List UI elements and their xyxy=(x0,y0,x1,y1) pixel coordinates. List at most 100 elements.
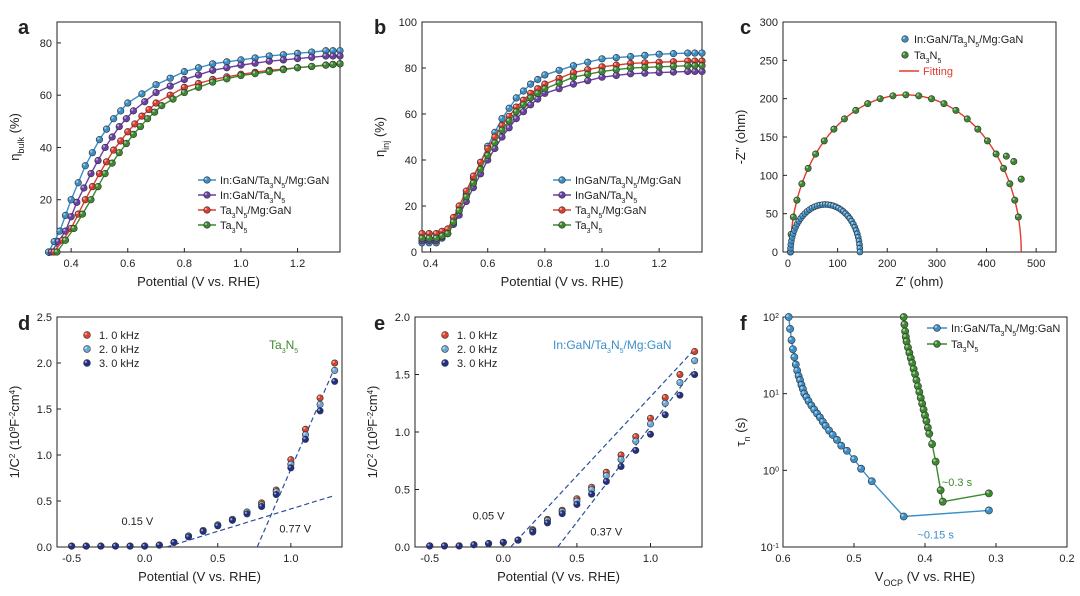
point-highlight xyxy=(535,77,538,80)
point-highlight xyxy=(642,70,645,74)
x-tick-label: 500 xyxy=(1027,258,1045,270)
point-highlight xyxy=(559,192,562,195)
plot-frame xyxy=(56,316,343,548)
point-highlight xyxy=(699,50,702,54)
point-highlight xyxy=(84,360,87,363)
point-highlight xyxy=(904,338,907,342)
point-highlight xyxy=(426,231,430,234)
data-point xyxy=(505,124,513,132)
point-highlight xyxy=(54,249,58,252)
point-highlight xyxy=(124,116,127,119)
point-highlight xyxy=(95,184,99,187)
point-highlight xyxy=(442,346,445,349)
point-highlight xyxy=(499,127,502,131)
point-highlight xyxy=(486,541,489,544)
point-highlight xyxy=(530,529,533,533)
point-highlight xyxy=(439,233,442,236)
data-point xyxy=(97,542,105,550)
point-highlight xyxy=(916,389,920,393)
point-highlight xyxy=(433,231,437,234)
data-point xyxy=(933,340,941,348)
data-point xyxy=(141,542,149,550)
point-highlight xyxy=(656,59,660,63)
point-highlight xyxy=(492,134,495,137)
point-highlight xyxy=(831,203,834,206)
data-point xyxy=(279,56,288,64)
data-point xyxy=(512,108,520,116)
point-highlight xyxy=(798,382,802,385)
point-highlight xyxy=(847,216,850,219)
point-highlight xyxy=(685,50,688,54)
legend-label: Ta3N5/Mg:GaN xyxy=(575,205,646,220)
point-highlight xyxy=(528,95,531,98)
data-point xyxy=(122,139,130,148)
data-point xyxy=(70,224,78,233)
data-point xyxy=(279,66,288,74)
y-tick-label: 2.0 xyxy=(395,312,410,324)
data-point xyxy=(441,331,449,339)
point-highlight xyxy=(90,150,93,153)
x-tick-label: 0.4 xyxy=(917,553,932,565)
point-highlight xyxy=(865,101,868,104)
point-highlight xyxy=(692,358,695,361)
point-highlight xyxy=(642,65,645,68)
point-highlight xyxy=(656,51,660,55)
data-point xyxy=(67,213,75,221)
point-highlight xyxy=(648,421,651,424)
point-highlight xyxy=(266,58,270,62)
point-highlight xyxy=(916,93,919,96)
data-point xyxy=(78,210,87,218)
point-highlight xyxy=(671,63,674,67)
data-point xyxy=(573,500,581,508)
data-point xyxy=(329,52,337,60)
data-point xyxy=(602,472,610,480)
data-point xyxy=(141,98,149,106)
data-point xyxy=(543,519,551,527)
data-point xyxy=(661,411,669,419)
data-point xyxy=(569,73,578,81)
point-highlight xyxy=(97,137,100,140)
data-point xyxy=(214,522,222,530)
series-line xyxy=(422,70,702,242)
data-point xyxy=(534,89,542,97)
point-highlight xyxy=(604,479,607,482)
point-highlight xyxy=(104,126,107,130)
y-tick-label: 200 xyxy=(760,94,778,106)
data-point xyxy=(626,64,635,72)
point-highlight xyxy=(309,64,312,67)
y-tick-label: 100 xyxy=(763,465,779,477)
legend-label: In:GaN/Ta3N5/Mg:GaN xyxy=(220,175,329,190)
point-highlight xyxy=(535,86,538,89)
panel-letter-b: b xyxy=(374,17,386,39)
point-highlight xyxy=(787,326,791,329)
fit-line xyxy=(557,368,696,548)
point-highlight xyxy=(852,225,855,228)
point-highlight xyxy=(499,123,502,126)
data-point xyxy=(418,234,426,242)
point-highlight xyxy=(102,171,106,174)
point-highlight xyxy=(571,70,574,73)
point-highlight xyxy=(167,92,171,96)
data-point xyxy=(558,221,566,229)
data-point xyxy=(331,359,339,367)
point-highlight xyxy=(965,116,968,119)
point-highlight xyxy=(901,314,904,317)
point-highlight xyxy=(648,415,651,419)
data-point xyxy=(151,108,159,116)
point-highlight xyxy=(923,418,927,422)
point-highlight xyxy=(501,540,504,543)
data-point xyxy=(185,533,193,541)
point-highlight xyxy=(281,52,284,55)
point-highlight xyxy=(851,456,854,460)
sample-label: Ta3N5 xyxy=(269,338,298,355)
data-point xyxy=(655,50,663,58)
data-point xyxy=(915,92,923,100)
point-highlight xyxy=(456,543,460,546)
point-highlight xyxy=(633,434,636,437)
fit-line xyxy=(166,494,335,548)
data-point xyxy=(115,122,123,131)
data-point xyxy=(541,71,549,79)
data-point xyxy=(108,159,116,167)
point-highlight xyxy=(471,180,474,183)
data-point xyxy=(889,92,897,100)
